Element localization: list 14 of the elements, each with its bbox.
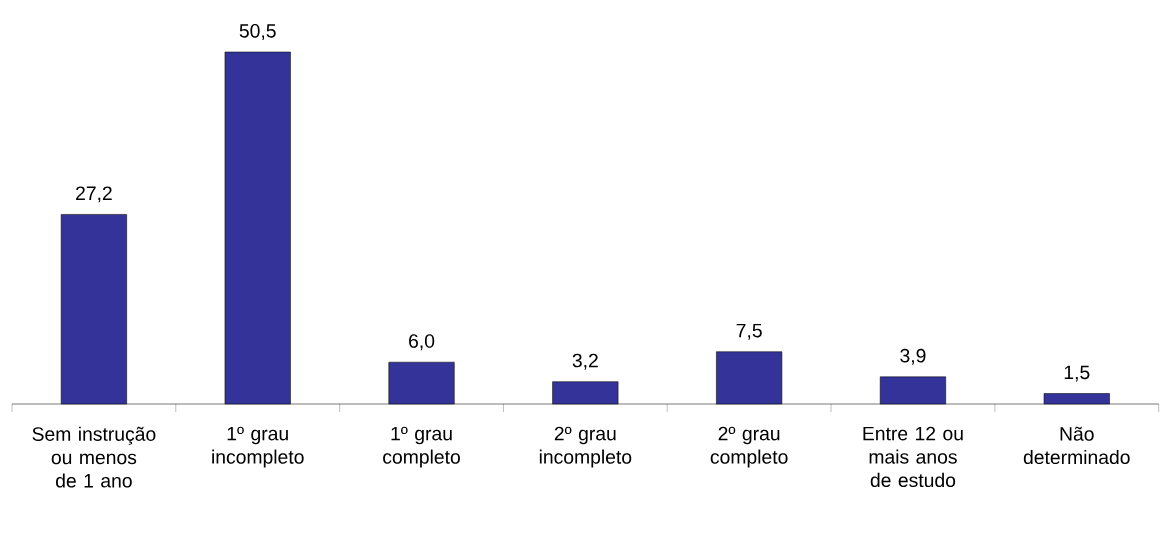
- data-label: 7,5: [736, 323, 762, 340]
- data-label: 3,9: [900, 348, 926, 365]
- x-tick-label: Sem instrução ou menos de 1 ano: [32, 426, 156, 488]
- x-tick-label: Entre 12 ou mais anos de estudo: [863, 426, 963, 488]
- data-label: 3,2: [572, 353, 598, 370]
- data-label: 50,5: [239, 23, 276, 40]
- x-tick-label: 2º grau completo: [710, 426, 788, 468]
- x-tick-label: 1º grau incompleto: [212, 426, 304, 468]
- x-tick-label: 2º grau incompleto: [539, 426, 632, 468]
- data-label: 1,5: [1064, 365, 1090, 382]
- x-tick-label: Não determinado: [1023, 426, 1130, 465]
- x-tick-label: 1º grau completo: [383, 426, 460, 468]
- data-label: 6,0: [409, 334, 435, 351]
- data-label: 27,2: [76, 186, 112, 203]
